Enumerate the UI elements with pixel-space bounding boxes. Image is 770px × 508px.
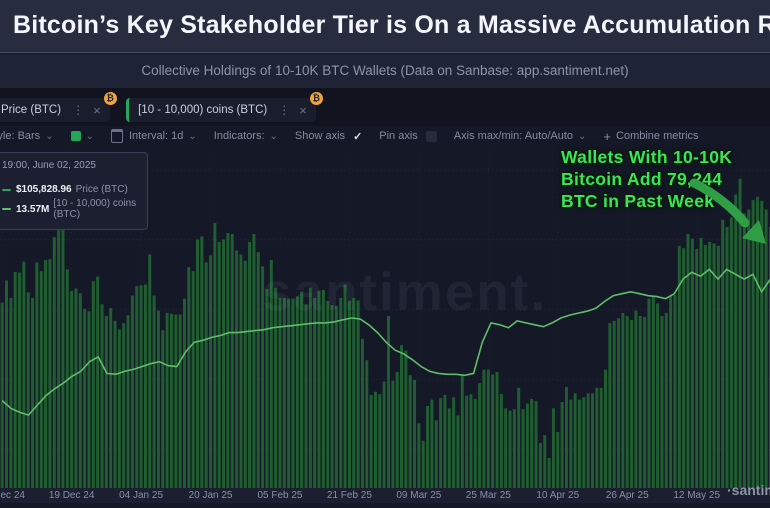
chart-tooltip: 19:00, June 02, 2025 $105,828.96 Price (… [0, 152, 148, 230]
series-color-swatch [70, 131, 81, 141]
chevron-down-icon: ⌄ [269, 130, 278, 142]
pin-axis-label: Pin axis [379, 130, 418, 142]
x-axis-label: 21 Feb 25 [326, 490, 372, 501]
show-axis-label: Show axis [294, 130, 346, 142]
axis-maxmin-dropdown[interactable]: Axis max/min: Auto/Auto ⌄ [454, 130, 587, 142]
chevron-down-icon: ⌄ [45, 130, 54, 142]
page-title: Bitcoin’s Key Stakeholder Tier is On a M… [13, 11, 770, 39]
tooltip-price-value: $105,828.96 [16, 184, 72, 195]
price-bars-series [0, 178, 770, 488]
accumulation-annotation: Wallets With 10-10K Bitcoin Add 79,244 B… [561, 146, 732, 212]
metric-chip-label: Price (BTC) [1, 104, 62, 116]
metric-chips-row: Price (BTC) ⋮ × ₿ [10 - 10,000) coins (B… [0, 88, 770, 126]
indicators-dropdown-label: Indicators: [213, 130, 265, 142]
tooltip-row-price: $105,828.96 Price (BTC) [2, 184, 138, 195]
page-subtitle: Collective Holdings of 10-10K BTC Wallet… [141, 63, 629, 78]
metric-chip-coins-btc[interactable]: [10 - 10,000) coins (BTC) ⋮ × ₿ [126, 92, 323, 122]
bitcoin-asset-badge-icon: ₿ [103, 92, 117, 105]
holdings-line-series [1, 268, 770, 417]
axis-maxmin-label: Axis max/min: Auto/Auto [453, 130, 574, 142]
bitcoin-asset-badge-icon: ₿ [309, 92, 323, 105]
chart-canvas[interactable] [0, 148, 770, 488]
x-axis-label: 26 Apr 25 [605, 490, 649, 501]
x-axis-label: 03 Dec 24 [0, 490, 25, 501]
tooltip-row-holdings: 13.57M [10 - 10,000) coins (BTC) [2, 198, 138, 220]
chevron-down-icon: ⌄ [85, 130, 94, 142]
x-axis: 03 Dec 24 19 Dec 24 04 Jan 25 20 Jan 25 05 F… [0, 488, 770, 503]
x-axis-label: 04 Jan 25 [119, 490, 164, 501]
tooltip-holdings-value: 13.57M [16, 203, 50, 215]
show-axis-checkbox[interactable]: Show axis ✓ [295, 130, 362, 143]
plus-icon: + [603, 128, 612, 144]
interval-dropdown-label: Interval: 1d [128, 130, 184, 142]
metric-options-icon[interactable]: ⋮ [278, 103, 291, 117]
subtitle-band: Collective Holdings of 10-10K BTC Wallet… [0, 54, 770, 88]
tooltip-datetime: 19:00, June 02, 2025 [2, 160, 96, 171]
x-axis-label: 12 May 25 [673, 490, 721, 501]
santiment-logo: ·santiment [727, 482, 770, 498]
close-icon[interactable]: × [299, 102, 307, 118]
x-axis-label: 19 Dec 24 [48, 490, 95, 501]
indicators-dropdown[interactable]: Indicators: ⌄ [214, 130, 278, 142]
annotation-line: BTC in Past Week [561, 191, 715, 211]
pin-axis-checkbox[interactable]: Pin axis [379, 130, 437, 142]
interval-dropdown[interactable]: Interval: 1d ⌄ [110, 129, 197, 143]
price-and-holdings-chart [0, 148, 770, 488]
close-icon[interactable]: × [93, 102, 101, 118]
x-axis-label: 10 Apr 25 [536, 490, 580, 501]
chevron-down-icon: ⌄ [578, 130, 587, 142]
metric-options-icon[interactable]: ⋮ [72, 103, 85, 117]
tooltip-holdings-label: [10 - 10,000) coins (BTC) [53, 198, 137, 220]
check-icon: ✓ [353, 130, 363, 143]
tooltip-price-label: Price (BTC) [75, 184, 128, 195]
series-marker-holdings [2, 208, 11, 210]
calendar-icon [110, 129, 123, 143]
x-axis-label: 20 Jan 25 [188, 490, 233, 501]
x-axis-label: 05 Feb 25 [257, 490, 303, 501]
chart-toolbar: Style: Bars ⌄ ⌄ Interval: 1d ⌄ Indicator… [0, 125, 770, 147]
series-marker-price [2, 188, 11, 191]
title-band: Bitcoin’s Key Stakeholder Tier is On a M… [0, 0, 770, 53]
annotation-line: Wallets With 10-10K [561, 147, 733, 167]
annotation-line: Bitcoin Add 79,244 [561, 169, 723, 189]
x-axis-label: 25 Mar 25 [465, 490, 511, 501]
metric-chip-price-btc[interactable]: Price (BTC) ⋮ × ₿ [0, 92, 117, 122]
unchecked-checkbox-icon [425, 130, 437, 142]
style-dropdown-label: Style: Bars [0, 130, 41, 142]
combine-metrics-label: Combine metrics [616, 130, 699, 142]
combine-metrics-button[interactable]: + Combine metrics [603, 129, 698, 144]
green-arrow-icon [689, 178, 766, 244]
x-axis-label: 09 Mar 25 [396, 490, 442, 501]
style-dropdown[interactable]: Style: Bars ⌄ [0, 130, 54, 142]
chevron-down-icon: ⌄ [188, 130, 197, 142]
series-color-picker[interactable]: ⌄ [70, 130, 94, 142]
metric-chip-label: [10 - 10,000) coins (BTC) [138, 104, 268, 116]
